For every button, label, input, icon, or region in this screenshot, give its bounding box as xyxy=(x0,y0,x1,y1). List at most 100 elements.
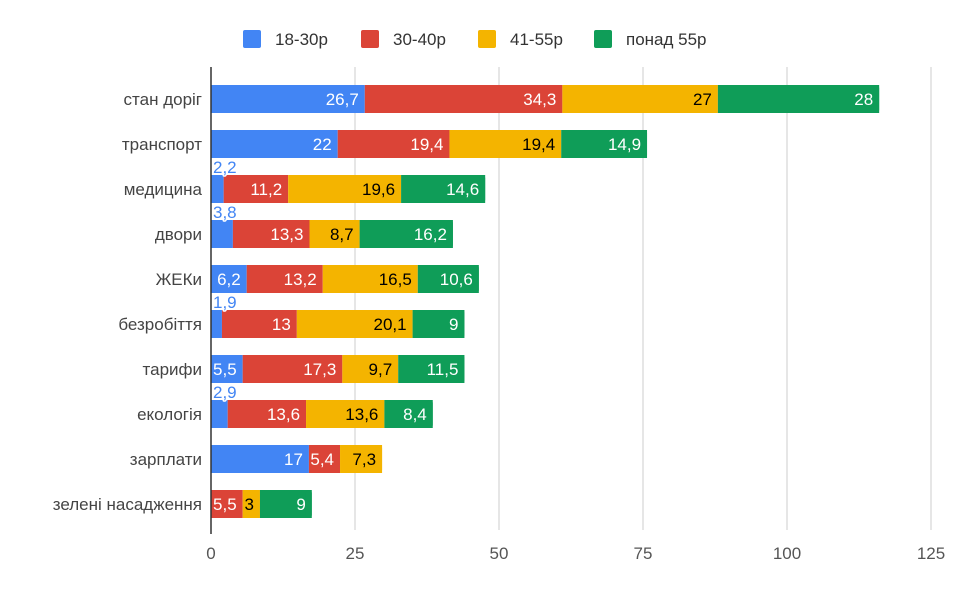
category-label: екологія xyxy=(137,405,202,424)
data-label: 5,5 xyxy=(213,360,237,379)
bar-segment xyxy=(242,355,343,383)
bar-segment xyxy=(242,490,260,518)
category-labels: стан доріг транспорт медицина двори ЖЕКи безр… xyxy=(53,90,203,514)
data-label: 7,3 xyxy=(352,450,376,469)
data-label: 22 xyxy=(313,135,332,154)
bar-segment xyxy=(211,265,247,293)
data-label: 28 xyxy=(854,90,873,109)
bar-end-cap xyxy=(446,220,453,248)
data-label: 9 xyxy=(296,495,305,514)
bar-end-cap xyxy=(479,175,486,203)
data-label: 14,6 xyxy=(446,180,479,199)
bar-segment xyxy=(211,355,243,383)
data-label: 10,6 xyxy=(440,270,473,289)
bar-segment xyxy=(717,85,880,113)
data-label: 2,2 xyxy=(213,158,237,177)
data-label: 19,6 xyxy=(362,180,395,199)
bar-segment xyxy=(342,355,399,383)
data-label: 26,7 xyxy=(326,90,359,109)
bar-segment xyxy=(322,265,418,293)
legend-label: 41-55р xyxy=(510,30,563,49)
bar-segment xyxy=(561,130,648,158)
category-label: зелені насадження xyxy=(53,495,202,514)
data-label: 9,7 xyxy=(369,360,393,379)
data-label: 13,6 xyxy=(267,405,300,424)
data-label: 17 xyxy=(284,450,303,469)
data-label: 8,7 xyxy=(330,225,354,244)
data-label: 16,2 xyxy=(414,225,447,244)
data-label: 6,2 xyxy=(217,270,241,289)
bar-end-cap xyxy=(458,355,465,383)
bar-segment xyxy=(211,400,228,428)
legend-swatch xyxy=(361,30,379,48)
category-label: двори xyxy=(155,225,202,244)
bar-segment xyxy=(211,310,222,338)
bar-end-cap xyxy=(458,310,465,338)
bar-segment xyxy=(417,265,479,293)
data-label: 1,9 xyxy=(213,293,237,312)
bar-segment xyxy=(340,445,383,473)
bar-segment xyxy=(259,490,312,518)
x-axis-ticks: 0 25 50 75 100 125 xyxy=(206,544,945,563)
data-label: 3,8 xyxy=(213,203,237,222)
data-label: 16,5 xyxy=(379,270,412,289)
bar-end-cap xyxy=(426,400,433,428)
bar-segment xyxy=(309,220,360,248)
category-label: безробіття xyxy=(118,315,202,334)
bar-segment xyxy=(246,265,323,293)
data-label: 20,1 xyxy=(374,315,407,334)
bar-end-cap xyxy=(305,490,312,518)
bar-segment xyxy=(449,130,562,158)
data-labels: 26,7 34,3 27 28 22 19,4 19,4 14,9 2,2 11,2 19,6 14,… xyxy=(212,90,874,514)
bar-segment xyxy=(398,355,465,383)
category-label: транспорт xyxy=(122,135,202,154)
bar-segment xyxy=(223,175,289,203)
legend: 18-30р 30-40р 41-55р понад 55р xyxy=(243,30,707,49)
bar-segment xyxy=(562,85,718,113)
bar-segment xyxy=(211,175,224,203)
data-label: 13,6 xyxy=(345,405,378,424)
x-tick-label: 50 xyxy=(490,544,509,563)
data-label: 8,4 xyxy=(403,405,427,424)
category-label: зарплати xyxy=(130,450,202,469)
bar-end-cap xyxy=(873,85,880,113)
bar-end-cap xyxy=(641,130,648,158)
x-tick-label: 100 xyxy=(773,544,801,563)
data-label: 34,3 xyxy=(523,90,556,109)
legend-label: 30-40р xyxy=(393,30,446,49)
bar-segment xyxy=(364,85,563,113)
data-label: 13,2 xyxy=(284,270,317,289)
data-label: 3 xyxy=(244,495,253,514)
bar-segment xyxy=(211,445,309,473)
data-label: 27 xyxy=(693,90,712,109)
bar-segment xyxy=(306,400,385,428)
data-label: 5,4 xyxy=(310,450,334,469)
x-tick-label: 75 xyxy=(634,544,653,563)
data-label: 19,4 xyxy=(522,135,555,154)
data-label: 13,3 xyxy=(270,225,303,244)
data-label: 13 xyxy=(272,315,291,334)
bar-segment xyxy=(211,85,365,113)
data-label: 2,9 xyxy=(213,383,237,402)
bar-segment xyxy=(401,175,486,203)
bar-end-cap xyxy=(376,445,383,473)
bar-segment xyxy=(308,445,341,473)
x-tick-label: 25 xyxy=(346,544,365,563)
data-label: 19,4 xyxy=(410,135,443,154)
bar-segment xyxy=(221,310,297,338)
bar-segment xyxy=(337,130,450,158)
data-label: 14,9 xyxy=(608,135,641,154)
category-label: ЖЕКи xyxy=(156,270,202,289)
x-tick-label: 0 xyxy=(206,544,215,563)
bars xyxy=(210,67,880,534)
bar-segment xyxy=(227,400,307,428)
data-label: 11,2 xyxy=(250,180,282,199)
legend-swatch xyxy=(478,30,496,48)
bar-segment xyxy=(211,220,233,248)
x-tick-label: 125 xyxy=(917,544,945,563)
bar-segment xyxy=(384,400,433,428)
bar-segment xyxy=(211,490,243,518)
legend-swatch xyxy=(243,30,261,48)
category-label: тарифи xyxy=(143,360,202,379)
